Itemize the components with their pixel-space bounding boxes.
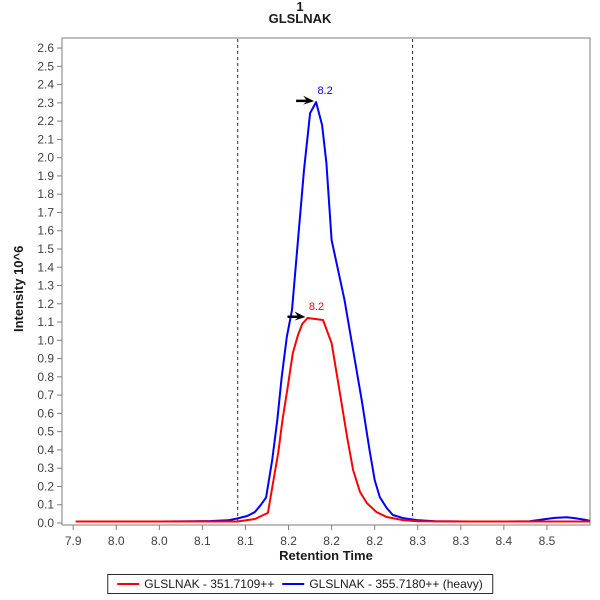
x-tick-label: 8.2 <box>280 534 297 548</box>
y-tick-label: 2.5 <box>37 59 54 73</box>
y-tick-label: 0.1 <box>37 498 54 512</box>
y-tick-label: 0.4 <box>37 443 54 457</box>
peak-annotation-label-light: 8.2 <box>309 301 324 313</box>
y-tick-label: 2.2 <box>37 114 54 128</box>
chart-title-replicate: 1 <box>296 0 304 14</box>
y-tick-label: 2.1 <box>37 132 54 146</box>
y-tick-label: 2.0 <box>37 151 54 165</box>
x-tick-label: 8.5 <box>539 534 556 548</box>
y-tick-label: 2.6 <box>37 41 54 55</box>
x-axis-title: Retention Time <box>279 548 373 563</box>
y-tick-label: 1.8 <box>37 187 54 201</box>
peak-annotation-label-heavy: 8.2 <box>317 85 332 97</box>
y-tick-label: 1.0 <box>37 333 54 347</box>
peak-annotation-arrow-light <box>287 311 306 321</box>
plot-frame <box>61 37 591 526</box>
series-line-light[interactable] <box>75 317 590 523</box>
y-tick-label: 1.9 <box>37 169 54 183</box>
legend-label-light: GLSLNAK - 351.7109++ <box>144 577 275 591</box>
y-tick-label: 0.0 <box>37 516 54 530</box>
y-tick-label: 1.6 <box>37 224 54 238</box>
x-tick-label: 8.3 <box>452 534 469 548</box>
y-tick-label: 0.5 <box>37 425 54 439</box>
legend-label-heavy: GLSLNAK - 355.7180++ (heavy) <box>309 577 483 591</box>
peak-annotation-arrow-heavy <box>296 95 315 105</box>
y-tick-label: 0.6 <box>37 406 54 420</box>
series-line-heavy[interactable] <box>75 101 591 523</box>
y-tick-label: 1.2 <box>37 297 54 311</box>
y-tick-label: 1.7 <box>37 205 54 219</box>
y-tick-label: 1.1 <box>37 315 54 329</box>
legend-line-swatch-light-icon <box>117 583 140 585</box>
legend-item-heavy: GLSLNAK - 355.7180++ (heavy) <box>282 577 483 591</box>
y-tick-label: 0.2 <box>37 479 54 493</box>
y-tick-label: 0.3 <box>37 461 54 475</box>
y-tick-label: 1.3 <box>37 279 54 293</box>
chart-title: 1 GLSLNAK <box>0 0 600 26</box>
x-tick-label: 8.4 <box>496 534 513 548</box>
legend-item-light: GLSLNAK - 351.7109++ <box>117 577 274 591</box>
y-tick-label: 0.9 <box>37 352 54 366</box>
legend-line-swatch-heavy-icon <box>282 583 305 585</box>
x-tick-label: 7.9 <box>65 534 82 548</box>
chart-title-peptide: GLSLNAK <box>268 11 332 26</box>
y-tick-label: 0.8 <box>37 370 54 384</box>
legend: GLSLNAK - 351.7109++ GLSLNAK - 355.7180+… <box>107 574 493 594</box>
x-tick-label: 8.0 <box>151 534 168 548</box>
y-tick-label: 2.4 <box>37 78 54 92</box>
x-tick-label: 8.2 <box>366 534 383 548</box>
x-tick-label: 8.1 <box>237 534 254 548</box>
y-tick-label: 1.5 <box>37 242 54 256</box>
y-tick-label: 0.7 <box>37 388 54 402</box>
x-tick-label: 8.0 <box>108 534 125 548</box>
x-tick-label: 8.1 <box>194 534 211 548</box>
y-tick-label: 2.3 <box>37 96 54 110</box>
x-tick-label: 8.2 <box>323 534 340 548</box>
y-tick-label: 1.4 <box>37 260 54 274</box>
x-tick-label: 8.3 <box>409 534 426 548</box>
